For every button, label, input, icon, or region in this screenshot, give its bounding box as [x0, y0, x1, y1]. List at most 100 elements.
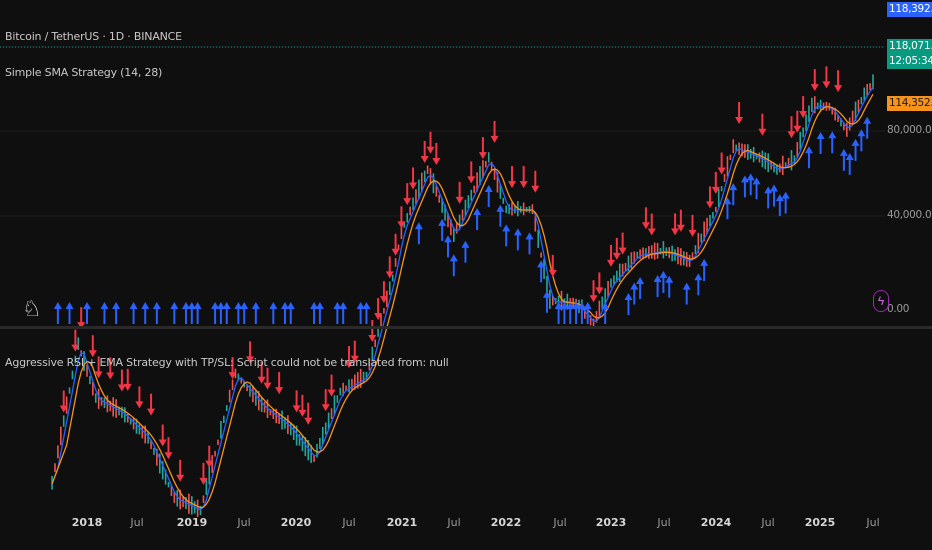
buy-arrow: [502, 224, 511, 247]
sell-arrow: [490, 120, 499, 143]
buy-arrow: [181, 302, 190, 324]
buy-arrow: [339, 302, 348, 324]
buy-arrow: [636, 276, 645, 299]
sell-arrow: [117, 369, 126, 392]
buy-arrow: [775, 194, 784, 217]
buy-arrow: [624, 293, 633, 316]
sell-arrow: [758, 113, 767, 136]
buy-arrow: [152, 302, 161, 324]
sell-arrow: [711, 171, 720, 194]
sell-arrow: [548, 254, 557, 277]
buy-arrow: [845, 152, 854, 175]
sell-arrow: [94, 356, 103, 379]
sell-arrow: [508, 166, 517, 189]
buy-arrow: [694, 273, 703, 296]
tradingview-logo-icon[interactable]: ♘: [22, 296, 42, 321]
sell-arrow: [467, 161, 476, 184]
sma-lines: [51, 86, 874, 511]
sell-arrow: [368, 320, 377, 343]
buy-arrow: [525, 232, 534, 255]
x-tick-label: Jul: [866, 516, 880, 529]
sell-arrow: [717, 152, 726, 175]
sell-arrow: [123, 368, 132, 391]
sell-arrow: [531, 170, 540, 193]
sell-arrow: [688, 214, 697, 237]
sell-arrow: [810, 69, 819, 92]
buy-arrow: [443, 235, 452, 258]
buy-arrow: [216, 302, 225, 324]
buy-arrow: [729, 183, 738, 206]
sell-arrow: [676, 209, 685, 232]
countdown-label: 12:05:34: [887, 54, 932, 69]
sell-arrow: [391, 233, 400, 256]
sell-arrow: [304, 402, 313, 425]
buy-arrow: [537, 260, 546, 283]
sell-arrow: [426, 131, 435, 154]
sell-arrow: [671, 213, 680, 236]
buy-arrow: [566, 302, 575, 324]
buy-arrow: [665, 275, 674, 298]
buy-arrow: [816, 131, 825, 154]
sell-arrow: [321, 389, 330, 412]
buy-arrow: [583, 302, 592, 324]
sell-arrow: [397, 206, 406, 229]
sma-price-label: 114,352.59: [887, 96, 932, 111]
sell-arrow: [799, 96, 808, 119]
sell-arrow: [519, 166, 528, 189]
buy-arrow: [740, 175, 749, 198]
buy-arrow: [542, 290, 551, 313]
sell-arrow: [735, 102, 744, 125]
buy-arrow: [100, 302, 109, 324]
buy-arrow: [449, 254, 458, 277]
sell-arrow: [59, 390, 68, 413]
sell-arrow: [164, 437, 173, 460]
pane-divider[interactable]: [0, 326, 932, 329]
strategy-title[interactable]: Simple SMA Strategy (14, 28): [5, 66, 163, 79]
sell-arrow: [432, 142, 441, 165]
buy-arrow: [746, 173, 755, 196]
buy-arrow: [141, 302, 150, 324]
buy-arrow: [414, 222, 423, 245]
y-tick-lower-zero: 0.00: [887, 303, 910, 315]
buy-arrow: [315, 302, 324, 324]
sell-arrow: [409, 167, 418, 190]
high-price-label: 118,392.14: [887, 2, 932, 17]
buy-arrow: [484, 185, 493, 208]
buy-arrow: [286, 302, 295, 324]
buy-arrow: [496, 204, 505, 227]
buy-arrow: [356, 302, 365, 324]
buy-arrow: [577, 302, 586, 324]
sell-arrow: [176, 459, 185, 482]
sell-arrow: [647, 213, 656, 236]
sell-arrow: [618, 232, 627, 255]
candle-series: [51, 74, 874, 517]
last-price-label: 118,071.15: [887, 39, 932, 54]
sell-arrow: [205, 445, 214, 468]
sell-arrow: [292, 390, 301, 413]
sell-arrow: [379, 281, 388, 304]
x-tick-label: 2022: [490, 516, 522, 529]
buy-arrow: [601, 302, 610, 324]
y-tick-40000: 40,000.00: [887, 209, 932, 221]
x-tick-label: 2018: [71, 516, 103, 529]
sell-arrow: [385, 256, 394, 279]
buy-arrow: [222, 302, 231, 324]
symbol-title[interactable]: Bitcoin / TetherUS · 1D · BINANCE: [5, 30, 182, 43]
sell-arrow: [641, 207, 650, 230]
sell-arrow: [612, 237, 621, 260]
sell-arrow: [228, 357, 237, 380]
sell-arrow: [787, 116, 796, 139]
sma-slow-line: [51, 93, 874, 509]
buy-arrow: [781, 191, 790, 214]
strategy-bolt-icon[interactable]: ϟ: [873, 290, 889, 312]
y-tick-80000: 80,000.00: [887, 124, 932, 136]
buy-arrow: [170, 302, 179, 324]
buy-arrow: [240, 302, 249, 324]
buy-arrow: [851, 138, 860, 161]
buy-arrow: [310, 302, 319, 324]
sell-arrow: [403, 183, 412, 206]
x-tick-label: 2025: [804, 516, 836, 529]
buy-arrow: [630, 282, 639, 305]
buy-arrow: [804, 146, 813, 169]
